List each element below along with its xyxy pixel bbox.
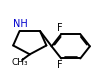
Text: CH₃: CH₃ <box>11 58 28 67</box>
Text: NH: NH <box>13 19 27 29</box>
Text: F: F <box>57 60 63 70</box>
Text: F: F <box>57 23 63 33</box>
